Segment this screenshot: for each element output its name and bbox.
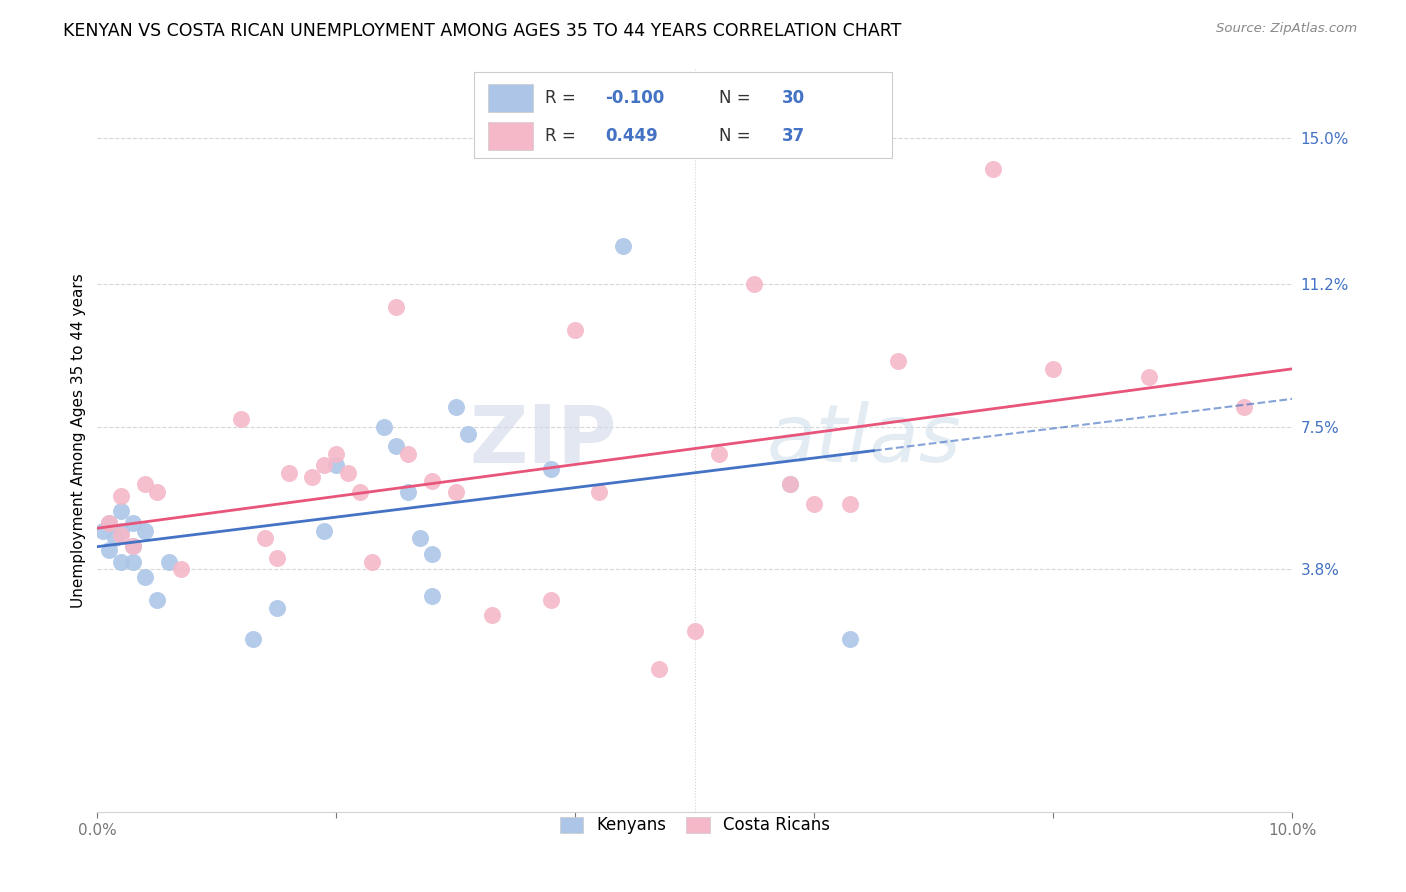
Point xyxy=(122,539,145,553)
Text: KENYAN VS COSTA RICAN UNEMPLOYMENT AMONG AGES 35 TO 44 YEARS CORRELATION CHART: KENYAN VS COSTA RICAN UNEMPLOYMENT AMONG… xyxy=(63,22,901,40)
Text: 30: 30 xyxy=(782,89,806,107)
Point xyxy=(839,497,862,511)
FancyBboxPatch shape xyxy=(474,72,891,158)
Point xyxy=(444,401,467,415)
Point xyxy=(134,477,156,491)
Legend: Kenyans, Costa Ricans: Kenyans, Costa Ricans xyxy=(550,806,839,845)
Point xyxy=(277,466,299,480)
Point xyxy=(744,277,766,292)
Point xyxy=(110,489,132,503)
FancyBboxPatch shape xyxy=(488,122,533,151)
Point xyxy=(337,466,360,480)
Text: R =: R = xyxy=(546,89,576,107)
Text: -0.100: -0.100 xyxy=(605,89,665,107)
Text: 37: 37 xyxy=(782,128,806,145)
Point xyxy=(110,504,132,518)
Point xyxy=(839,632,862,646)
Text: 0.449: 0.449 xyxy=(605,128,658,145)
Point xyxy=(134,570,156,584)
Point xyxy=(146,593,169,607)
Point xyxy=(612,238,634,252)
Point xyxy=(325,447,347,461)
Point xyxy=(457,427,479,442)
Point xyxy=(1042,362,1064,376)
Point xyxy=(122,539,145,553)
Point xyxy=(361,555,384,569)
Point xyxy=(983,161,1005,176)
Point xyxy=(98,543,121,558)
Point xyxy=(325,458,347,473)
Point xyxy=(104,532,127,546)
Point xyxy=(803,497,825,511)
Point xyxy=(396,447,419,461)
Point xyxy=(314,524,336,538)
Text: atlas: atlas xyxy=(766,401,962,479)
Point xyxy=(420,547,443,561)
Point xyxy=(146,485,169,500)
Text: R =: R = xyxy=(546,128,576,145)
Point xyxy=(409,532,432,546)
Point xyxy=(396,485,419,500)
Point xyxy=(134,524,156,538)
Point xyxy=(588,485,610,500)
FancyBboxPatch shape xyxy=(488,84,533,112)
Point xyxy=(564,323,586,337)
Point xyxy=(779,477,801,491)
Point xyxy=(170,562,193,576)
Point xyxy=(110,555,132,569)
Point xyxy=(91,524,114,538)
Text: Source: ZipAtlas.com: Source: ZipAtlas.com xyxy=(1216,22,1357,36)
Point xyxy=(648,662,671,676)
Point xyxy=(373,419,395,434)
Point xyxy=(314,458,336,473)
Point xyxy=(420,474,443,488)
Point xyxy=(253,532,276,546)
Text: ZIP: ZIP xyxy=(470,401,617,479)
Point xyxy=(122,516,145,530)
Point xyxy=(1137,369,1160,384)
Point xyxy=(122,555,145,569)
Point xyxy=(385,439,408,453)
Text: N =: N = xyxy=(718,89,751,107)
Point xyxy=(444,485,467,500)
Point xyxy=(98,516,121,530)
Point xyxy=(540,462,562,476)
Point xyxy=(887,354,910,368)
Point xyxy=(683,624,706,638)
Point xyxy=(707,447,730,461)
Point xyxy=(242,632,264,646)
Point xyxy=(110,524,132,538)
Point xyxy=(266,550,288,565)
Point xyxy=(110,527,132,541)
Point xyxy=(385,301,408,315)
Y-axis label: Unemployment Among Ages 35 to 44 years: Unemployment Among Ages 35 to 44 years xyxy=(72,273,86,607)
Point xyxy=(229,412,252,426)
Point xyxy=(779,477,801,491)
Point xyxy=(1233,401,1256,415)
Point xyxy=(540,593,562,607)
Point xyxy=(481,608,503,623)
Point xyxy=(157,555,180,569)
Point xyxy=(420,589,443,603)
Point xyxy=(301,470,323,484)
Point xyxy=(98,516,121,530)
Text: N =: N = xyxy=(718,128,751,145)
Point xyxy=(266,600,288,615)
Point xyxy=(349,485,371,500)
